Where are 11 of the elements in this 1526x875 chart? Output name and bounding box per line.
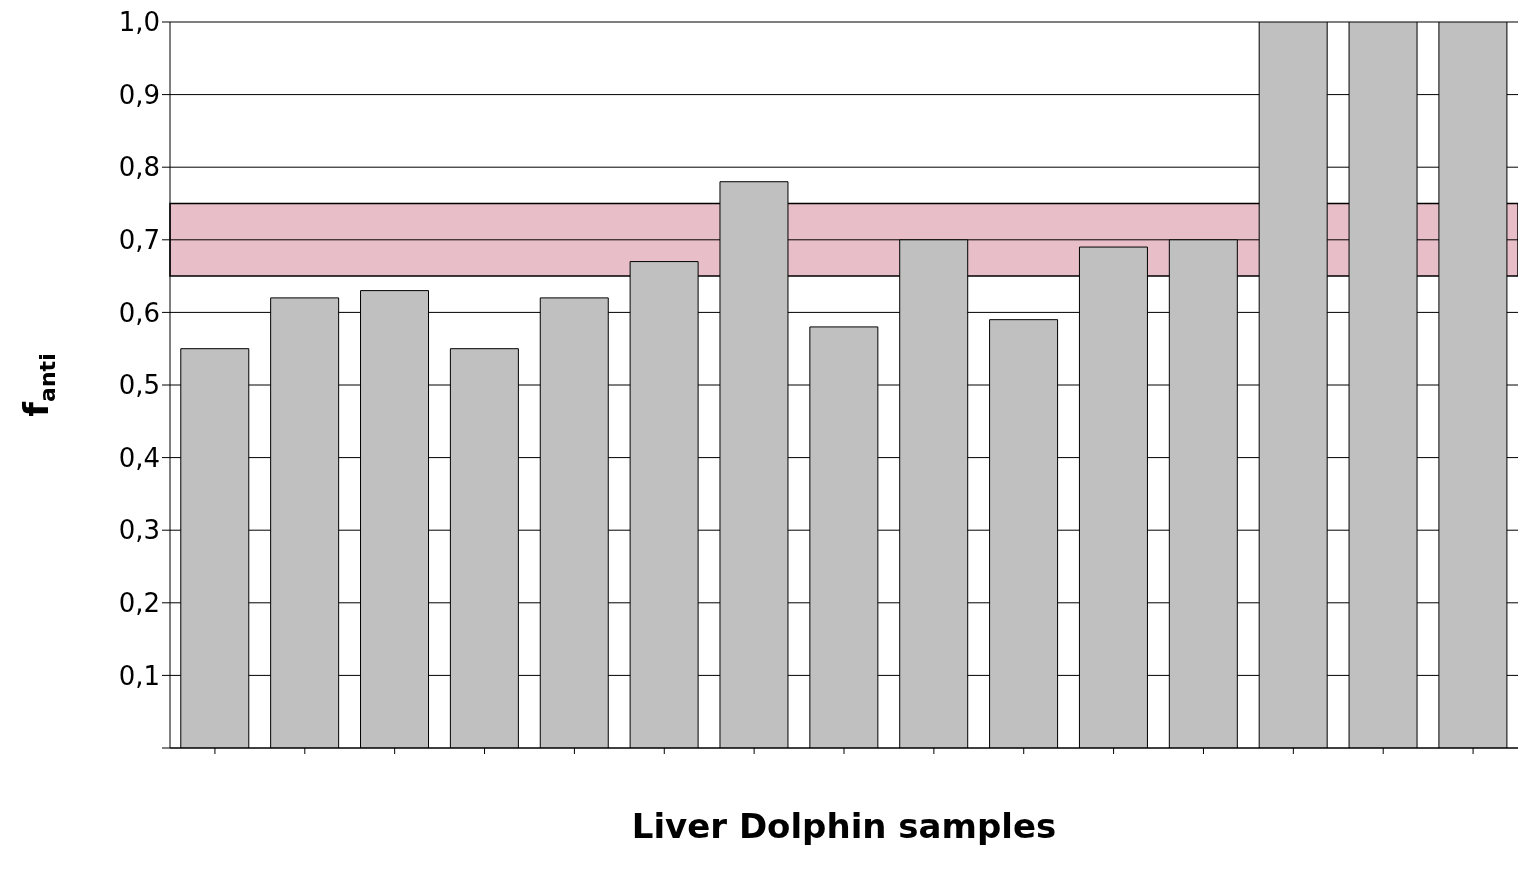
x-axis-title: Liver Dolphin samples [631,806,1057,846]
y-tick-label: 0,1 [118,660,160,691]
y-tick-label: 0,4 [118,442,160,473]
y-tick-label: 0,9 [118,79,160,110]
y-tick-label: 1,0 [118,7,160,38]
y-tick-label: 0,7 [118,225,160,256]
y-tick-label: 0,3 [118,515,160,546]
y-tick-label: 0,2 [118,588,160,619]
y-tick-label: 0,8 [118,152,160,183]
y-tick-label: 0,6 [118,297,160,328]
y-tick-label: 0,5 [118,370,160,401]
